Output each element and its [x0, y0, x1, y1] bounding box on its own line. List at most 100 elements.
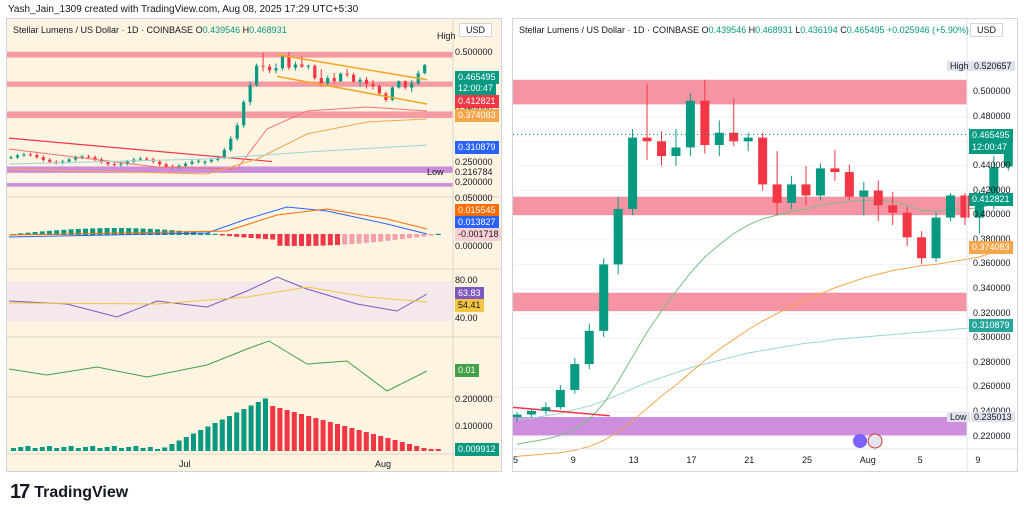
histogram-bar: [299, 414, 304, 451]
histogram-bar: [169, 444, 175, 451]
left-chart-title-row: Stellar Lumens / US Dollar · 1D · COINBA…: [13, 25, 287, 35]
histogram-bar: [399, 442, 405, 451]
left-candle-body: [267, 66, 272, 71]
left-candle-body: [216, 157, 220, 160]
macd-bar: [25, 232, 31, 235]
macd-bar: [39, 231, 45, 235]
left-chart-panel[interactable]: Stellar Lumens / US Dollar · 1D · COINBA…: [6, 18, 502, 472]
candle-body: [714, 132, 724, 145]
zone-band-2: [513, 292, 967, 312]
candle-body: [657, 141, 666, 157]
macd-bar: [234, 234, 240, 237]
macd-bar: [378, 234, 384, 242]
macd-bar: [68, 229, 74, 235]
macd-bar: [104, 228, 110, 235]
x-tick-label: 9: [570, 455, 576, 465]
histogram-bar: [342, 426, 348, 451]
macd-bar: [205, 233, 211, 235]
macd-bar: [306, 234, 312, 246]
macd-bar: [18, 233, 24, 235]
left-candle-body: [313, 65, 317, 79]
macd-line: [8, 206, 428, 238]
left-price-tag-green: 0.465495: [455, 71, 499, 84]
macd-bar: [32, 232, 38, 235]
rsi-y-tick: 80.00: [455, 275, 478, 285]
right-chart-canvas[interactable]: [513, 19, 1017, 471]
left-candle-body: [358, 79, 362, 82]
left-candle-body: [209, 159, 213, 162]
histogram-bar: [83, 447, 88, 451]
candle-body: [599, 264, 609, 331]
price-tag-low: 0.235013: [971, 412, 1015, 423]
macd-bar: [75, 228, 81, 235]
macd-bar: [435, 233, 441, 235]
left-high-label: High: [437, 31, 456, 41]
macd-bar: [212, 233, 218, 235]
left-candle-body: [280, 56, 285, 69]
left-candle-body: [15, 155, 20, 158]
histogram-bar: [255, 402, 261, 451]
candle-body: [801, 184, 811, 196]
left-candle-body: [326, 78, 330, 84]
macd-y-tick: 0.050000: [455, 193, 493, 203]
left-candle-body: [93, 157, 97, 160]
macd-bar: [392, 234, 398, 240]
macd-bar: [133, 228, 139, 235]
x-tick-label: Aug: [859, 455, 876, 465]
tradingview-footer[interactable]: 17 TradingView: [10, 481, 128, 504]
histogram-bar: [140, 448, 146, 451]
candle-body: [974, 202, 984, 218]
macd-bar: [219, 234, 225, 236]
candle-body: [844, 172, 854, 197]
histogram-bar: [183, 437, 189, 451]
macd-bar: [385, 234, 391, 241]
macd-bar: [363, 234, 369, 243]
left-candle-body: [9, 157, 13, 159]
price-tag-high: 0.520657: [971, 60, 1015, 71]
right-change: +0.025946 (+5.90%): [886, 25, 969, 35]
left-candle-body: [371, 83, 375, 87]
histogram-bar: [191, 433, 196, 451]
left-low-label: Low: [427, 167, 444, 177]
histogram-bar: [155, 449, 160, 451]
left-chart-canvas[interactable]: [7, 19, 501, 471]
left-ema-red: [8, 106, 428, 170]
right-currency-button[interactable]: USD: [970, 23, 1004, 37]
left-candle-body: [106, 162, 110, 165]
histogram-bar: [435, 449, 441, 451]
y-tick-label: 0.380000: [973, 233, 1011, 244]
rsi-ma-line: [8, 286, 428, 305]
macd-bar: [407, 234, 412, 239]
rsi-ma-tag: 54.41: [455, 299, 484, 312]
left-candle-body: [28, 154, 32, 156]
histogram-bar: [385, 438, 391, 451]
right-chart-title: Stellar Lumens / US Dollar · 1D · COINBA…: [519, 25, 700, 35]
y-tick-label: 0.480000: [973, 110, 1011, 121]
macd-bar: [414, 234, 420, 238]
left-y-tick-label: 0.250000: [455, 157, 493, 167]
right-chart-panel[interactable]: Stellar Lumens / US Dollar · 1D · COINBA…: [512, 18, 1018, 472]
left-high: 0.468931: [249, 25, 287, 35]
left-candle-body: [190, 161, 194, 164]
left-zone-0: [7, 51, 453, 58]
left-price-tag-red: 0.412821: [455, 95, 499, 108]
rsi-value-tag: 63.83: [455, 287, 484, 300]
macd-y-tick: 0.000000: [455, 241, 493, 251]
price-tag-green: 0.412821: [969, 193, 1013, 207]
us-flag-event-icon: [867, 433, 883, 449]
chart-attribution: Yash_Jain_1309 created with TradingView.…: [8, 4, 359, 15]
histogram-bar: [335, 424, 340, 451]
y-tick-label: 0.440000: [973, 159, 1011, 170]
histogram-bar: [104, 447, 110, 451]
macd-bar: [342, 234, 348, 245]
histogram-bar: [198, 430, 204, 451]
left-candle-body: [22, 154, 26, 156]
left-open: 0.439546: [202, 25, 241, 35]
candle-body: [570, 364, 580, 390]
left-currency-button[interactable]: USD: [459, 23, 493, 37]
left-candle-body: [41, 157, 45, 160]
candle-body: [917, 237, 927, 259]
x-tick-label: 9: [975, 455, 981, 465]
y-tick-label: 0.280000: [973, 356, 1011, 367]
left-x-tick-label: Jul: [179, 459, 191, 469]
